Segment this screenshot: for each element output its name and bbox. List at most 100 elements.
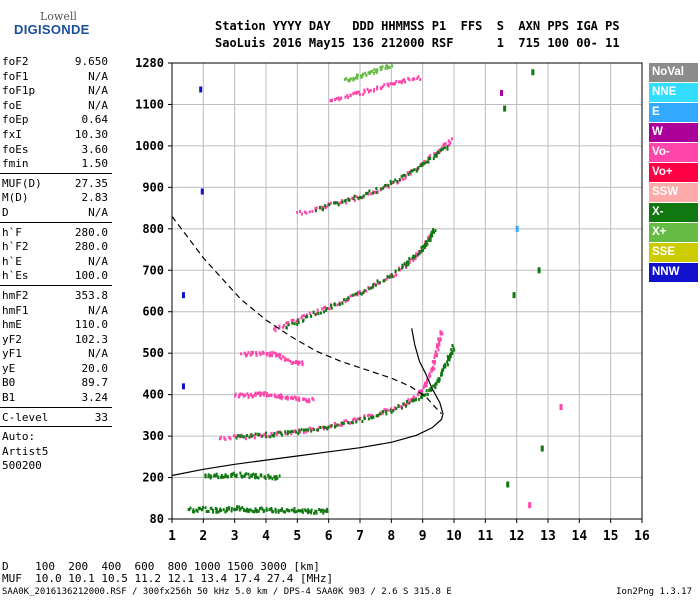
param-value: 102.3 <box>74 332 108 346</box>
trace-point <box>372 285 374 289</box>
trace-point <box>344 300 347 304</box>
trace-point <box>438 379 441 382</box>
trace-point <box>355 195 358 199</box>
trace-point <box>255 351 258 355</box>
trace-point <box>204 473 207 477</box>
y-tick-label: 1000 <box>135 139 164 153</box>
trace-point <box>232 471 235 475</box>
trace-point <box>318 205 321 209</box>
trace-point <box>348 78 351 82</box>
trace-point <box>275 352 277 356</box>
trace-point <box>413 77 416 81</box>
trace-point <box>409 172 412 176</box>
trace-point <box>368 71 371 75</box>
trace-point <box>425 384 428 388</box>
trace-point <box>328 307 331 311</box>
trace-point <box>437 377 440 381</box>
trace-point <box>301 508 304 512</box>
trace-point <box>304 315 307 319</box>
trace-point <box>345 419 348 423</box>
trace-point <box>254 432 257 436</box>
trace-point <box>377 413 380 417</box>
divider <box>0 172 112 174</box>
trace-point <box>351 293 354 297</box>
legend-item: X+ <box>649 223 698 242</box>
y-tick-label: 300 <box>142 429 164 443</box>
x-tick-label: 10 <box>446 529 462 544</box>
trace-point <box>327 425 330 429</box>
trace-point <box>235 436 238 440</box>
trace-point <box>414 254 417 258</box>
trace-point <box>230 474 233 478</box>
trace-point <box>305 428 308 432</box>
trace-point <box>267 474 270 478</box>
trace-point <box>382 186 385 190</box>
trace-point <box>254 476 257 480</box>
trace-point <box>258 507 261 511</box>
trace-point <box>440 331 443 335</box>
trace-point <box>388 65 391 69</box>
trace-point <box>313 511 315 515</box>
trace-point <box>400 81 403 85</box>
trace-point <box>414 257 417 261</box>
trace-point <box>256 475 259 479</box>
trace-point <box>322 206 325 209</box>
param-value: N/A <box>88 69 108 83</box>
trace-point <box>367 417 370 421</box>
param-group-4: hmF2 353.8 hmF1 N/A hmE 110.0 yF2 102.3 yF1 N… <box>0 289 112 406</box>
trace-point <box>290 395 293 399</box>
trace-point <box>412 395 415 399</box>
trace-point <box>308 210 311 214</box>
trace-point <box>341 200 344 204</box>
trace-point <box>293 395 296 399</box>
trace-point <box>310 427 313 431</box>
trace-point <box>370 286 373 290</box>
trace-point <box>372 283 375 287</box>
trace-point <box>394 407 397 411</box>
trace-point <box>276 476 279 480</box>
trace-point <box>326 204 329 208</box>
legend-item: SSW <box>649 183 698 202</box>
trace-point <box>353 77 356 81</box>
trace-point <box>259 433 262 437</box>
trace-point <box>247 394 250 397</box>
trace-point <box>246 507 249 511</box>
trace-point <box>271 477 274 481</box>
trace-point <box>408 78 411 82</box>
trace-point <box>436 345 439 349</box>
trace-point <box>434 386 437 390</box>
trace-point <box>401 266 403 270</box>
trace-point <box>230 509 233 513</box>
trace-point <box>378 281 381 285</box>
trace-point <box>246 392 249 396</box>
trace-point <box>426 392 429 396</box>
trace-point <box>266 391 269 395</box>
param-value: 1.50 <box>81 157 109 171</box>
trace-point <box>246 509 249 513</box>
distance-row: D 100 200 400 600 800 1000 1500 3000 [km… <box>2 560 320 573</box>
trace-point <box>305 430 308 434</box>
trace-point <box>433 367 436 371</box>
profile-dashed-line <box>171 216 442 415</box>
trace-point <box>415 398 417 402</box>
trace-point <box>429 157 432 160</box>
trace-point <box>223 436 226 440</box>
trace-point <box>349 77 352 81</box>
param-value: 280.0 <box>74 225 108 239</box>
trace-point <box>207 475 210 479</box>
trace-point <box>255 510 258 514</box>
trace-point <box>404 80 407 84</box>
trace-point <box>439 332 442 336</box>
trace-point <box>285 325 288 329</box>
trace-point <box>247 395 250 399</box>
trace-point <box>309 314 312 318</box>
trace-point <box>359 291 362 295</box>
trace-point <box>451 352 454 355</box>
trace-point <box>425 240 428 244</box>
trace-point <box>429 235 432 239</box>
trace-point <box>325 308 328 312</box>
trace-point <box>251 434 254 438</box>
trace-point <box>259 394 262 397</box>
trace-point <box>447 363 449 367</box>
trace-point <box>272 510 274 514</box>
